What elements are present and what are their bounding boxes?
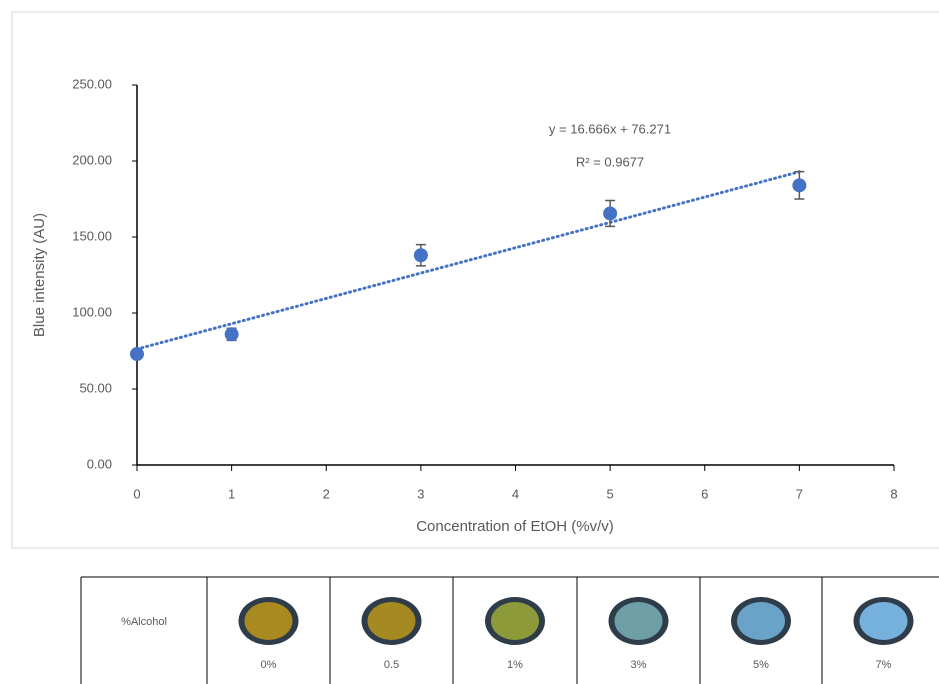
sample-color: [737, 602, 785, 640]
data-point: [792, 178, 806, 192]
x-tick-label: 5: [607, 486, 614, 501]
sample-color: [368, 602, 416, 640]
sample-color: [245, 602, 293, 640]
sample-label: 7%: [876, 659, 892, 671]
page: Concentration of EtOH (%v/v) Blue intens…: [0, 0, 939, 684]
sample-color: [860, 602, 908, 640]
y-tick-label: 0.00: [87, 456, 112, 471]
chart-frame: [12, 12, 939, 548]
x-tick-label: 2: [323, 486, 330, 501]
data-point: [603, 206, 617, 220]
sample-label: 1%: [507, 659, 523, 671]
trend-equation: y = 16.666x + 76.271: [549, 121, 671, 136]
sample-label: 0.5: [384, 659, 399, 671]
table-header: %Alcohol: [121, 616, 167, 628]
x-tick-label: 7: [796, 486, 803, 501]
sample-color: [491, 602, 539, 640]
x-tick-label: 4: [512, 486, 519, 501]
y-tick-label: 150.00: [72, 228, 112, 243]
sample-label: 5%: [753, 659, 769, 671]
data-point: [225, 327, 239, 341]
data-point: [414, 248, 428, 262]
y-tick-label: 100.00: [72, 304, 112, 319]
sample-label: 3%: [631, 659, 647, 671]
x-tick-label: 0: [133, 486, 140, 501]
sample-label: 0%: [261, 659, 277, 671]
figure: Concentration of EtOH (%v/v) Blue intens…: [0, 0, 939, 684]
x-tick-label: 1: [228, 486, 235, 501]
y-axis-title: Blue intensity (AU): [31, 213, 48, 337]
x-tick-label: 8: [890, 486, 897, 501]
x-axis-title: Concentration of EtOH (%v/v): [416, 518, 614, 535]
sample-color: [615, 602, 663, 640]
data-point: [130, 347, 144, 361]
x-tick-label: 3: [417, 486, 424, 501]
trend-r2: R² = 0.9677: [576, 154, 644, 169]
y-tick-label: 250.00: [72, 76, 112, 91]
y-tick-label: 200.00: [72, 152, 112, 167]
x-tick-label: 6: [701, 486, 708, 501]
y-tick-label: 50.00: [79, 380, 112, 395]
